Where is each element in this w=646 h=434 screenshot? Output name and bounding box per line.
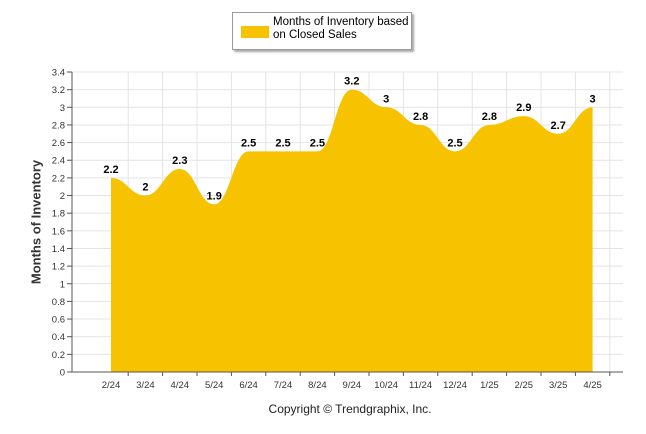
y-tick-label: 1.2: [52, 262, 65, 273]
x-tick-label: 3/25: [549, 380, 568, 391]
data-label: 2.5: [310, 137, 325, 149]
legend-swatch: [241, 26, 269, 38]
y-axis-ticks: 0 0.2 0.4 0.6 0.8 1 1.2 1.4 1.6 1.8 2 2.2 2.4 2.6 2.8 3…: [52, 68, 73, 379]
y-tick-label: 2.6: [52, 138, 65, 149]
y-tick-label: 2.4: [52, 156, 65, 167]
x-tick-label: 6/24: [239, 380, 258, 391]
y-tick-label: 3.4: [52, 68, 65, 79]
y-tick-label: 0: [60, 368, 65, 379]
x-tick-label: 12/24: [443, 380, 467, 391]
area-series: [111, 89, 593, 372]
x-tick-label: 8/24: [308, 380, 327, 391]
copyright-text: Copyright © Trendgraphix, Inc.: [268, 402, 432, 416]
y-tick-label: 1.4: [52, 244, 65, 255]
x-tick-label: 9/24: [343, 380, 362, 391]
x-axis-ticks: 2/24 3/24 4/24 5/24 6/24 7/24 8/24 9/24 10/24 11/…: [72, 371, 623, 391]
x-tick-label: 7/24: [274, 380, 293, 391]
data-label: 2.2: [103, 164, 118, 176]
y-tick-label: 0.8: [52, 297, 65, 308]
y-tick-label: 1.8: [52, 209, 65, 220]
data-label: 3: [590, 93, 596, 105]
y-tick-label: 2.8: [52, 120, 65, 131]
x-tick-label: 4/24: [171, 380, 190, 391]
data-label: 3: [383, 93, 389, 105]
x-tick-label: 2/25: [515, 380, 534, 391]
legend: Months of Inventory based on Closed Sale…: [232, 12, 412, 50]
area-fill: [111, 89, 593, 372]
x-tick-label: 4/25: [583, 380, 602, 391]
y-tick-label: 2.2: [52, 173, 65, 184]
y-tick-label: 2: [60, 191, 65, 202]
y-tick-label: 0.2: [52, 350, 65, 361]
y-axis-label: Months of Inventory: [28, 159, 44, 285]
data-label: 2.3: [172, 155, 187, 167]
x-tick-label: 5/24: [205, 380, 224, 391]
data-label: 2.5: [275, 137, 290, 149]
y-tick-label: 3.2: [52, 85, 65, 96]
data-label: 2: [142, 182, 148, 194]
x-tick-label: 11/24: [409, 380, 432, 391]
data-labels: 2.2 2 2.3 1.9 2.5 2.5 2.5 3.2 3 2.8 2.5 2.8 2.9 2.7 3: [103, 76, 595, 203]
legend-label: Months of Inventory based on Closed Sale…: [273, 16, 409, 41]
data-label: 3.2: [344, 76, 359, 88]
y-tick-label: 1.6: [52, 226, 65, 237]
x-tick-label: 1/25: [480, 380, 499, 391]
data-label: 2.8: [413, 111, 428, 123]
data-label: 1.9: [207, 190, 222, 202]
x-tick-label: 2/24: [102, 380, 121, 391]
data-label: 2.5: [241, 137, 256, 149]
data-label: 2.9: [516, 102, 531, 114]
x-tick-label: 10/24: [374, 380, 398, 391]
y-tick-label: 1: [60, 279, 65, 290]
data-label: 2.7: [551, 120, 566, 132]
y-tick-label: 0.4: [52, 332, 65, 343]
y-tick-label: 0.6: [52, 315, 65, 326]
y-tick-label: 3: [60, 103, 65, 114]
data-label: 2.8: [482, 111, 497, 123]
data-label: 2.5: [447, 137, 462, 149]
x-tick-label: 3/24: [136, 380, 155, 391]
